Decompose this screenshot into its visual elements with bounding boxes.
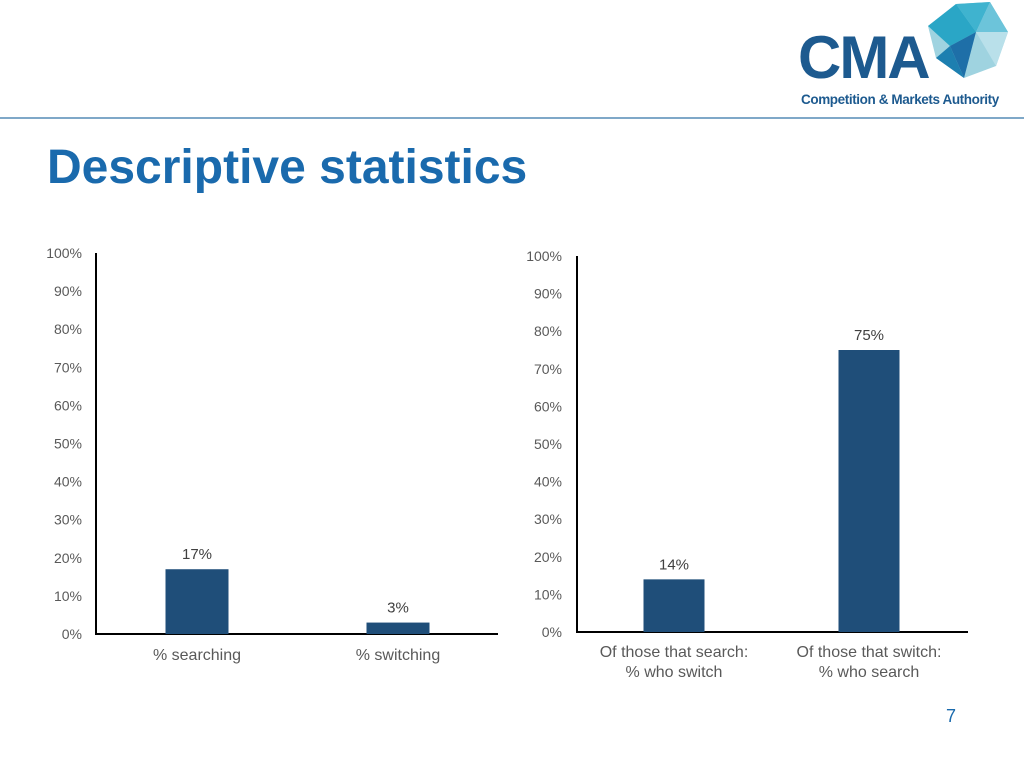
y-tick-label: 80%	[54, 321, 82, 337]
data-label: 17%	[182, 546, 212, 563]
x-category-label: % searching	[153, 647, 241, 664]
y-tick-label: 70%	[54, 359, 82, 375]
y-tick-label: 10%	[54, 588, 82, 604]
y-tick-label: 80%	[534, 323, 562, 339]
y-tick-label: 40%	[54, 474, 82, 490]
x-category-label: Of those that switch:% who search	[797, 644, 942, 681]
data-label: 3%	[387, 600, 409, 617]
x-category-label: % switching	[356, 647, 440, 664]
data-label: 75%	[854, 327, 884, 344]
y-tick-label: 30%	[534, 511, 562, 527]
y-tick-label: 0%	[62, 626, 82, 642]
bar	[366, 622, 430, 634]
y-tick-label: 90%	[54, 283, 82, 299]
x-category-label: Of those that search:% who switch	[600, 644, 749, 681]
bar	[165, 569, 229, 634]
y-tick-label: 60%	[534, 398, 562, 414]
y-tick-label: 100%	[46, 245, 82, 261]
page-title: Descriptive statistics	[47, 141, 528, 194]
data-label: 14%	[659, 556, 689, 573]
y-tick-label: 20%	[54, 550, 82, 566]
bar	[643, 579, 705, 632]
bar	[838, 350, 900, 632]
page-number: 7	[946, 706, 957, 726]
y-tick-label: 70%	[534, 361, 562, 377]
y-tick-label: 0%	[542, 624, 562, 640]
y-tick-label: 60%	[54, 397, 82, 413]
y-tick-label: 90%	[534, 286, 562, 302]
y-tick-label: 50%	[534, 436, 562, 452]
y-tick-label: 100%	[526, 248, 562, 264]
y-tick-label: 10%	[534, 586, 562, 602]
y-tick-label: 20%	[534, 549, 562, 565]
header-divider	[0, 117, 1024, 119]
y-tick-label: 50%	[54, 436, 82, 452]
cma-logo-mark-icon	[928, 2, 1008, 78]
y-tick-label: 40%	[534, 474, 562, 490]
logo-abbrev: CMA	[798, 24, 931, 91]
y-tick-label: 30%	[54, 512, 82, 528]
cma-logo: CMA Competition & Markets Authority	[798, 2, 1008, 114]
logo-subtitle: Competition & Markets Authority	[801, 92, 999, 107]
